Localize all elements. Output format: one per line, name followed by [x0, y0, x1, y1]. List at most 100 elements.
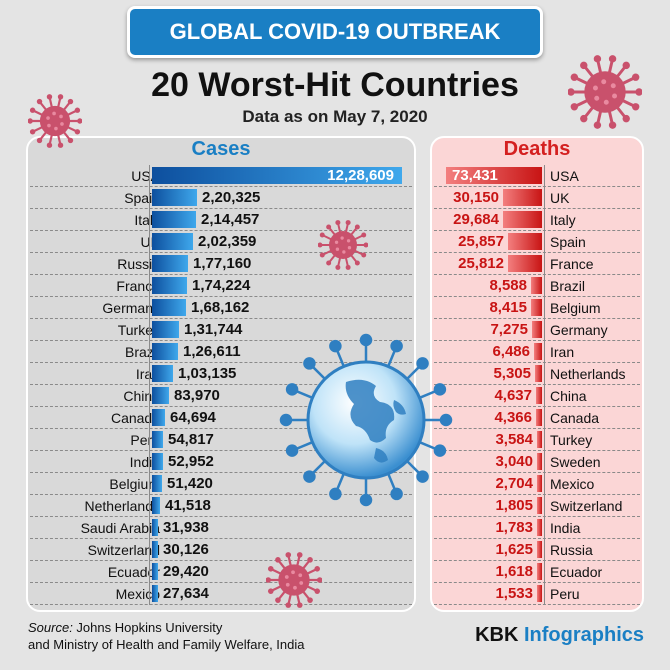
- deaths-country-label: Peru: [550, 586, 580, 602]
- deaths-bar: [503, 211, 542, 228]
- deaths-value-label: 25,857: [458, 233, 504, 250]
- deaths-row: 2,704 Mexico: [434, 473, 640, 495]
- cases-bar: [152, 167, 402, 184]
- deaths-row: 1,618 Ecuador: [434, 561, 640, 583]
- cases-country-label: Canada: [110, 410, 160, 426]
- deaths-value-label: 8,415: [489, 299, 527, 316]
- virus-icon: [568, 55, 642, 129]
- brand-prefix: KBK: [475, 624, 524, 646]
- cases-bar: [152, 563, 158, 580]
- deaths-country-label: China: [550, 388, 587, 404]
- cases-bar: [152, 519, 158, 536]
- cases-value-label: 2,02,359: [198, 233, 257, 250]
- cases-row: Saudi Arabia 31,938: [30, 517, 412, 539]
- cases-row: Spain 2,20,325: [30, 187, 412, 209]
- cases-row: India 52,952: [30, 451, 412, 473]
- cases-heading: Cases: [191, 138, 251, 160]
- deaths-value-label: 2,704: [495, 475, 533, 492]
- deaths-country-label: Russia: [550, 542, 593, 558]
- deaths-bar: [446, 167, 542, 184]
- page-title: 20 Worst-Hit Countries: [151, 66, 519, 104]
- cases-country-label: Germany: [102, 300, 160, 316]
- deaths-bar: [537, 497, 542, 514]
- deaths-country-label: Spain: [550, 234, 586, 250]
- cases-bar: [152, 233, 193, 250]
- cases-row: France 1,74,224: [30, 275, 412, 297]
- cases-bar: [152, 431, 163, 448]
- cases-bar: [152, 453, 163, 470]
- globe-virus-icon: [279, 333, 453, 507]
- deaths-value-label: 7,275: [490, 321, 528, 338]
- deaths-country-label: Iran: [550, 344, 575, 360]
- cases-row: USA 12,28,609: [30, 165, 412, 187]
- deaths-country-label: Italy: [550, 212, 576, 228]
- deaths-value-label: 3,584: [495, 431, 533, 448]
- deaths-value-label: 1,805: [495, 497, 533, 514]
- deaths-bar: [537, 453, 542, 470]
- source-label: Source:: [28, 620, 73, 635]
- deaths-value-label: 25,812: [458, 255, 504, 272]
- cases-value-label: 30,126: [163, 541, 209, 558]
- deaths-row: 25,857 Spain: [434, 231, 640, 253]
- deaths-row: 5,305 Netherlands: [434, 363, 640, 385]
- deaths-value-label: 8,588: [489, 277, 527, 294]
- cases-value-label: 83,970: [174, 387, 220, 404]
- deaths-row: 4,366 Canada: [434, 407, 640, 429]
- page-subtitle: Data as on May 7, 2020: [242, 107, 428, 126]
- deaths-country-label: Netherlands: [550, 366, 626, 382]
- cases-value-label: 2,20,325: [202, 189, 261, 206]
- cases-value-label: 52,952: [168, 453, 214, 470]
- cases-row: Belgium 51,420: [30, 473, 412, 495]
- deaths-row: 1,533 Peru: [434, 583, 640, 605]
- virus-icon: [28, 94, 82, 148]
- cases-bar: [152, 189, 197, 206]
- source-note: Source: Johns Hopkins University and Min…: [28, 619, 305, 653]
- cases-value-label: 1,68,162: [191, 299, 250, 316]
- deaths-bar: [508, 233, 542, 250]
- cases-bar: [152, 299, 186, 316]
- cases-country-label: Belgium: [109, 476, 160, 492]
- deaths-row: 1,783 India: [434, 517, 640, 539]
- deaths-row: 1,625 Russia: [434, 539, 640, 561]
- cases-country-label: Brazil: [124, 344, 160, 360]
- cases-bar: [152, 343, 178, 360]
- cases-row: Brazil 1,26,611: [30, 341, 412, 363]
- cases-bar: [152, 387, 169, 404]
- deaths-bar: [537, 519, 542, 536]
- cases-axis-line: [149, 165, 150, 605]
- deaths-bar: [534, 343, 542, 360]
- deaths-bar: [537, 475, 542, 492]
- cases-row: Canada 64,694: [30, 407, 412, 429]
- cases-row: Peru 54,817: [30, 429, 412, 451]
- deaths-heading: Deaths: [503, 138, 571, 160]
- deaths-value-label: 4,637: [494, 387, 532, 404]
- cases-bar: [152, 255, 188, 272]
- deaths-value-label: 73,431: [452, 167, 498, 184]
- cases-value-label: 1,74,224: [192, 277, 251, 294]
- virus-icon: [266, 552, 322, 608]
- deaths-row: 7,275 Germany: [434, 319, 640, 341]
- source-line-1: Johns Hopkins University: [72, 620, 223, 635]
- deaths-bar: [531, 277, 542, 294]
- cases-value-label: 2,14,457: [201, 211, 260, 228]
- deaths-row: 8,415 Belgium: [434, 297, 640, 319]
- cases-country-label: Switzerland: [87, 542, 160, 558]
- cases-bar: [152, 365, 173, 382]
- deaths-value-label: 3,040: [495, 453, 533, 470]
- deaths-row: 29,684 Italy: [434, 209, 640, 231]
- deaths-bar: [532, 321, 542, 338]
- deaths-value-label: 5,305: [493, 365, 531, 382]
- cases-bar: [152, 497, 160, 514]
- cases-country-label: China: [123, 388, 160, 404]
- deaths-bar: [508, 255, 542, 272]
- deaths-bar: [537, 563, 542, 580]
- deaths-bar: [531, 299, 542, 316]
- deaths-country-label: USA: [550, 168, 579, 184]
- deaths-country-label: Sweden: [550, 454, 601, 470]
- cases-value-label: 29,420: [163, 563, 209, 580]
- title-banner: GLOBAL COVID-19 OUTBREAK: [127, 6, 543, 58]
- source-line-2: and Ministry of Health and Family Welfar…: [28, 637, 305, 652]
- cases-value-label: 1,26,611: [183, 343, 241, 360]
- deaths-country-label: Brazil: [550, 278, 586, 294]
- deaths-value-label: 30,150: [453, 189, 499, 206]
